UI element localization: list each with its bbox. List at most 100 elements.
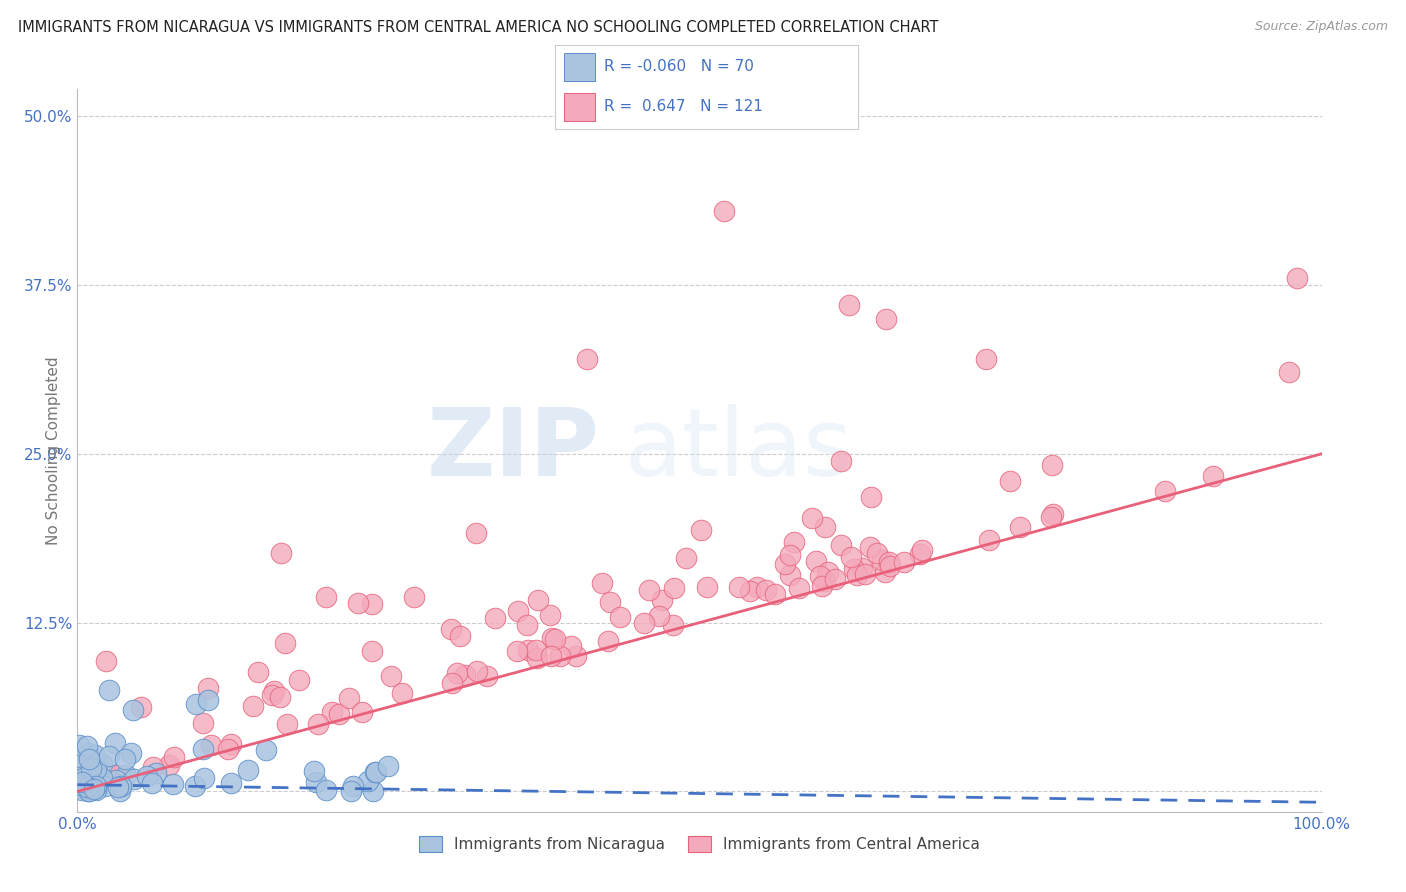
Point	[830, 538, 852, 552]
Point	[364, 764, 387, 779]
Point	[242, 699, 264, 714]
Point	[162, 777, 184, 791]
Point	[846, 568, 869, 582]
Point	[184, 779, 207, 793]
Point	[662, 617, 685, 632]
Point	[506, 644, 529, 658]
Point	[77, 752, 100, 766]
Point	[83, 759, 105, 773]
Point	[108, 784, 131, 798]
Point	[219, 737, 242, 751]
Point	[69, 780, 91, 794]
Point	[263, 684, 285, 698]
Point	[844, 561, 866, 575]
Point	[246, 665, 269, 679]
Point	[191, 742, 214, 756]
Point	[1153, 484, 1175, 499]
Point	[870, 553, 893, 567]
Point	[270, 546, 292, 560]
Text: R = -0.060   N = 70: R = -0.060 N = 70	[603, 59, 754, 74]
Point	[1042, 507, 1064, 521]
Point	[859, 490, 882, 504]
Point	[364, 764, 387, 779]
Point	[526, 593, 548, 607]
Point	[315, 590, 337, 604]
Point	[141, 776, 163, 790]
Point	[877, 555, 900, 569]
Point	[76, 775, 98, 789]
Point	[84, 779, 107, 793]
Point	[544, 632, 567, 646]
Point	[377, 759, 399, 773]
Point	[315, 782, 337, 797]
Point	[775, 558, 797, 572]
Point	[94, 654, 117, 668]
Point	[565, 649, 588, 664]
Point	[269, 690, 291, 704]
Point	[197, 681, 219, 695]
Point	[540, 648, 562, 663]
Point	[538, 607, 561, 622]
Point	[475, 669, 498, 683]
Point	[193, 716, 215, 731]
Point	[145, 765, 167, 780]
Point	[484, 611, 506, 625]
Point	[122, 772, 145, 787]
Point	[76, 780, 98, 794]
Point	[76, 739, 98, 754]
Point	[110, 778, 132, 792]
Point	[340, 784, 363, 798]
Point	[879, 559, 901, 574]
Point	[363, 783, 385, 797]
Text: Source: ZipAtlas.com: Source: ZipAtlas.com	[1254, 20, 1388, 33]
Point	[120, 746, 142, 760]
Point	[516, 617, 538, 632]
Point	[352, 706, 374, 720]
Point	[104, 736, 127, 750]
Point	[873, 565, 896, 579]
Point	[853, 566, 876, 581]
Text: atlas: atlas	[624, 404, 853, 497]
Point	[974, 352, 997, 367]
Legend: Immigrants from Nicaragua, Immigrants from Central America: Immigrants from Nicaragua, Immigrants fr…	[413, 830, 986, 858]
Point	[219, 775, 242, 789]
Point	[80, 761, 103, 775]
Point	[596, 634, 619, 648]
Point	[1039, 509, 1062, 524]
Point	[70, 778, 93, 792]
Point	[357, 774, 380, 789]
Point	[142, 760, 165, 774]
Point	[441, 676, 464, 690]
Point	[105, 772, 128, 787]
Point	[157, 758, 180, 772]
Point	[84, 748, 107, 763]
Point	[84, 783, 107, 797]
Point	[859, 540, 882, 554]
Point	[591, 576, 613, 591]
Point	[82, 780, 104, 795]
Point	[609, 610, 631, 624]
Point	[184, 697, 207, 711]
Point	[276, 716, 298, 731]
Point	[98, 683, 121, 698]
Point	[404, 590, 426, 604]
Point	[197, 692, 219, 706]
Point	[380, 669, 402, 683]
Point	[90, 756, 112, 771]
Point	[67, 773, 90, 788]
Point	[541, 631, 564, 645]
Point	[342, 779, 364, 793]
Point	[79, 778, 101, 792]
Point	[838, 298, 860, 312]
Point	[787, 582, 810, 596]
Point	[599, 595, 621, 609]
Point	[783, 534, 806, 549]
Point	[738, 584, 761, 599]
Point	[824, 573, 846, 587]
Point	[107, 780, 129, 794]
Point	[662, 581, 685, 595]
Point	[728, 580, 751, 594]
Point	[713, 203, 735, 218]
Point	[114, 752, 136, 766]
Point	[193, 771, 215, 785]
